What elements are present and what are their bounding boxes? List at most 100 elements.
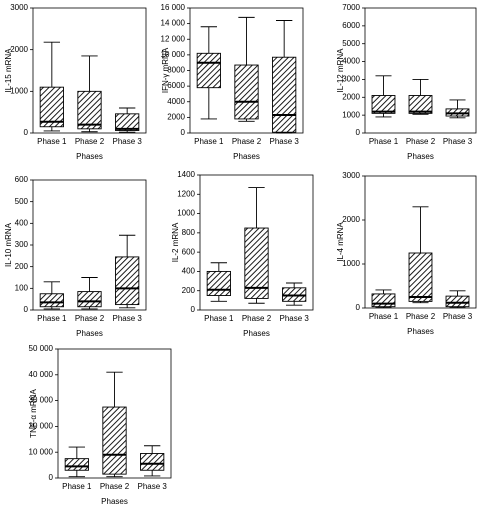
x-tick-label: Phase 3 xyxy=(112,137,142,146)
y-tick-label: 2000 xyxy=(342,92,360,101)
box xyxy=(39,86,64,128)
box xyxy=(371,95,396,114)
x-tick-label: Phase 1 xyxy=(204,314,234,323)
x-axis-label: Phases xyxy=(243,329,270,338)
y-tick-label: 2000 xyxy=(342,215,360,224)
x-axis-label: Phases xyxy=(76,329,103,338)
x-axis-label: Phases xyxy=(407,327,434,336)
box xyxy=(244,227,269,299)
x-axis-label: Phases xyxy=(76,152,103,161)
y-tick-label: 0 xyxy=(191,305,196,314)
y-tick-label: 1000 xyxy=(10,86,28,95)
y-tick-label: 30 000 xyxy=(29,396,54,405)
y-tick-label: 12 000 xyxy=(161,34,186,43)
y-tick-label: 800 xyxy=(182,228,196,237)
x-tick-label: Phase 1 xyxy=(194,137,224,146)
x-axis-label: Phases xyxy=(233,152,260,161)
x-tick-label: Phase 3 xyxy=(137,482,167,491)
x-axis-label: Phases xyxy=(101,497,128,506)
y-tick-label: 16 000 xyxy=(161,3,186,12)
y-axis-label: IFN-γ mRNA xyxy=(161,47,170,93)
y-tick-label: 0 xyxy=(181,128,186,137)
box xyxy=(408,252,433,302)
box xyxy=(115,256,140,306)
y-axis-label: IL-15 mRNA xyxy=(4,48,13,93)
box xyxy=(196,52,221,89)
box xyxy=(206,270,231,296)
y-tick-label: 4000 xyxy=(167,97,185,106)
box xyxy=(408,95,433,114)
x-tick-label: Phase 3 xyxy=(443,137,473,146)
y-tick-label: 10 000 xyxy=(29,447,54,456)
box xyxy=(64,458,89,471)
box xyxy=(115,113,140,131)
y-tick-label: 1000 xyxy=(177,209,195,218)
y-tick-label: 7000 xyxy=(342,3,360,12)
y-tick-label: 1200 xyxy=(177,189,195,198)
y-tick-label: 3000 xyxy=(342,75,360,84)
y-tick-label: 600 xyxy=(15,175,29,184)
y-tick-label: 200 xyxy=(15,262,29,271)
y-tick-label: 300 xyxy=(15,240,29,249)
x-tick-label: Phase 2 xyxy=(75,314,105,323)
y-tick-label: 10 000 xyxy=(161,50,186,59)
x-tick-label: Phase 2 xyxy=(232,137,262,146)
x-tick-label: Phase 2 xyxy=(406,137,436,146)
y-tick-label: 0 xyxy=(49,473,54,482)
box xyxy=(77,90,102,130)
x-tick-label: Phase 1 xyxy=(62,482,92,491)
y-tick-label: 0 xyxy=(356,303,361,312)
plot-frame xyxy=(364,175,477,309)
y-tick-label: 3000 xyxy=(342,171,360,180)
y-tick-label: 8000 xyxy=(167,66,185,75)
y-tick-label: 200 xyxy=(182,286,196,295)
y-tick-label: 100 xyxy=(15,283,29,292)
y-axis-label: IL-2 mRNA xyxy=(171,222,180,262)
box xyxy=(140,453,165,471)
y-tick-label: 40 000 xyxy=(29,370,54,379)
y-axis-label: IL-4 mRNA xyxy=(336,222,345,262)
y-tick-label: 4000 xyxy=(342,57,360,66)
plot-frame xyxy=(364,7,477,134)
y-tick-label: 600 xyxy=(182,247,196,256)
x-tick-label: Phase 2 xyxy=(406,312,436,321)
x-tick-label: Phase 1 xyxy=(37,314,67,323)
y-tick-label: 0 xyxy=(356,128,361,137)
x-tick-label: Phase 3 xyxy=(279,314,309,323)
box xyxy=(77,291,102,308)
y-tick-label: 5000 xyxy=(342,39,360,48)
y-tick-label: 1000 xyxy=(342,259,360,268)
y-axis-label: IL-12 mRNA xyxy=(336,48,345,93)
y-tick-label: 1000 xyxy=(342,110,360,119)
y-tick-label: 1400 xyxy=(177,170,195,179)
x-tick-label: Phase 3 xyxy=(112,314,142,323)
box xyxy=(445,295,470,308)
box xyxy=(272,56,297,133)
y-tick-label: 2000 xyxy=(10,45,28,54)
y-tick-label: 500 xyxy=(15,197,29,206)
x-axis-label: Phases xyxy=(407,152,434,161)
x-tick-label: Phase 3 xyxy=(443,312,473,321)
x-tick-label: Phase 1 xyxy=(37,137,67,146)
y-tick-label: 20 000 xyxy=(29,422,54,431)
x-tick-label: Phase 2 xyxy=(75,137,105,146)
y-tick-label: 3000 xyxy=(10,3,28,12)
y-tick-label: 6000 xyxy=(342,21,360,30)
y-tick-label: 14 000 xyxy=(161,19,186,28)
y-axis-label: TNF-α mRNA xyxy=(29,389,38,438)
box xyxy=(39,293,64,308)
box xyxy=(234,64,259,120)
box xyxy=(371,293,396,308)
box xyxy=(102,406,127,475)
y-tick-label: 400 xyxy=(15,218,29,227)
y-axis-label: IL-10 mRNA xyxy=(4,222,13,267)
x-tick-label: Phase 2 xyxy=(242,314,272,323)
y-tick-label: 50 000 xyxy=(29,344,54,353)
y-tick-label: 2000 xyxy=(167,112,185,121)
plot-frame xyxy=(57,348,172,479)
x-tick-label: Phase 3 xyxy=(269,137,299,146)
x-tick-label: Phase 1 xyxy=(369,137,399,146)
x-tick-label: Phase 1 xyxy=(369,312,399,321)
y-tick-label: 6000 xyxy=(167,81,185,90)
